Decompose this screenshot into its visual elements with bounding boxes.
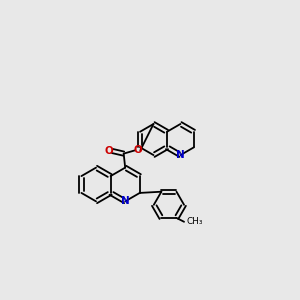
Text: CH₃: CH₃ <box>187 217 203 226</box>
Text: N: N <box>176 150 185 160</box>
Text: O: O <box>134 146 142 155</box>
Text: O: O <box>104 146 113 156</box>
Text: N: N <box>121 196 130 206</box>
